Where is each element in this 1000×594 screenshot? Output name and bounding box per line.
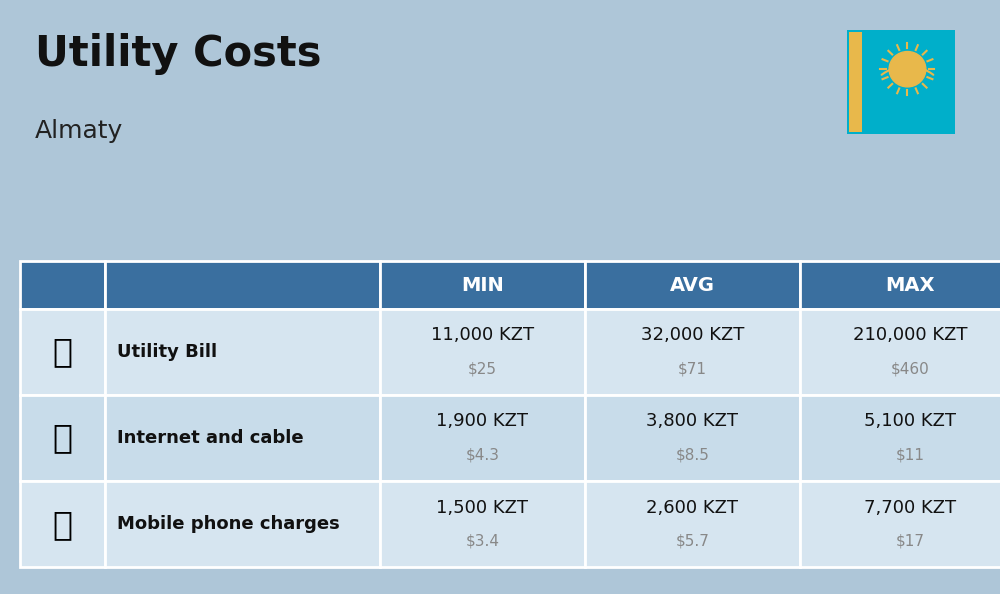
- FancyBboxPatch shape: [800, 309, 1000, 395]
- FancyBboxPatch shape: [20, 481, 105, 567]
- Text: $4.3: $4.3: [466, 447, 500, 462]
- FancyBboxPatch shape: [380, 481, 585, 567]
- Text: $3.4: $3.4: [466, 533, 500, 548]
- FancyBboxPatch shape: [105, 309, 380, 395]
- Text: 11,000 KZT: 11,000 KZT: [431, 326, 534, 345]
- FancyBboxPatch shape: [105, 481, 380, 567]
- Text: MIN: MIN: [461, 276, 504, 295]
- FancyBboxPatch shape: [585, 481, 800, 567]
- Text: 3,800 KZT: 3,800 KZT: [646, 412, 738, 431]
- Text: Mobile phone charges: Mobile phone charges: [117, 515, 340, 533]
- Text: 5,100 KZT: 5,100 KZT: [864, 412, 956, 431]
- Text: MAX: MAX: [885, 276, 935, 295]
- FancyBboxPatch shape: [20, 395, 105, 481]
- Text: Utility Bill: Utility Bill: [117, 343, 217, 361]
- Text: $25: $25: [468, 361, 497, 376]
- FancyBboxPatch shape: [585, 309, 800, 395]
- FancyBboxPatch shape: [20, 261, 105, 309]
- FancyBboxPatch shape: [380, 309, 585, 395]
- Text: $460: $460: [891, 361, 929, 376]
- FancyBboxPatch shape: [585, 395, 800, 481]
- Text: 🔧: 🔧: [52, 336, 72, 368]
- Bar: [849, 31, 862, 132]
- FancyBboxPatch shape: [800, 395, 1000, 481]
- FancyBboxPatch shape: [105, 261, 380, 309]
- Circle shape: [889, 52, 926, 87]
- FancyBboxPatch shape: [800, 481, 1000, 567]
- FancyBboxPatch shape: [800, 261, 1000, 309]
- Text: Internet and cable: Internet and cable: [117, 429, 304, 447]
- Text: AVG: AVG: [670, 276, 715, 295]
- FancyBboxPatch shape: [105, 395, 380, 481]
- Text: Almaty: Almaty: [35, 119, 123, 143]
- Text: 32,000 KZT: 32,000 KZT: [641, 326, 744, 345]
- Text: 📱: 📱: [52, 508, 72, 541]
- FancyBboxPatch shape: [380, 261, 585, 309]
- FancyBboxPatch shape: [585, 261, 800, 309]
- FancyBboxPatch shape: [380, 395, 585, 481]
- Text: 1,500 KZT: 1,500 KZT: [436, 498, 528, 517]
- Text: $5.7: $5.7: [676, 533, 709, 548]
- Text: $8.5: $8.5: [676, 447, 709, 462]
- Text: 1,900 KZT: 1,900 KZT: [436, 412, 528, 431]
- Text: 7,700 KZT: 7,700 KZT: [864, 498, 956, 517]
- Text: $17: $17: [895, 533, 924, 548]
- Text: 📡: 📡: [52, 422, 72, 454]
- FancyBboxPatch shape: [20, 309, 105, 395]
- Text: 2,600 KZT: 2,600 KZT: [646, 498, 738, 517]
- Text: 210,000 KZT: 210,000 KZT: [853, 326, 967, 345]
- FancyBboxPatch shape: [844, 27, 958, 137]
- Text: Utility Costs: Utility Costs: [35, 33, 322, 75]
- Text: $71: $71: [678, 361, 707, 376]
- Text: $11: $11: [895, 447, 924, 462]
